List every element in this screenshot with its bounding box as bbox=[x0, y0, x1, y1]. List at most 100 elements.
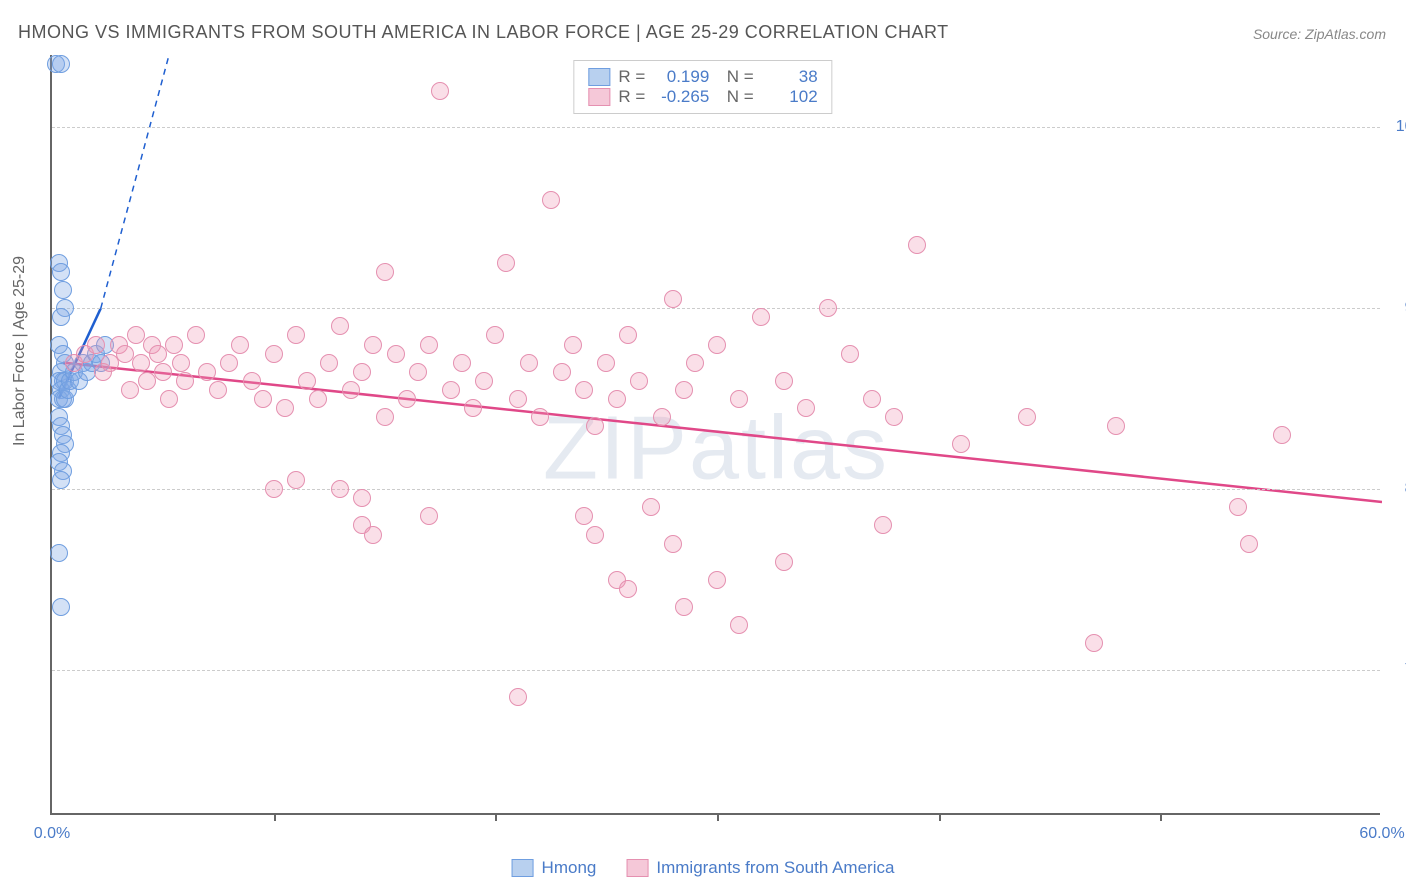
southamerica-swatch-icon bbox=[626, 859, 648, 877]
data-point bbox=[376, 408, 394, 426]
y-tick-label: 70.0% bbox=[1390, 661, 1406, 679]
legend-row-southamerica: R = -0.265 N = 102 bbox=[588, 87, 817, 107]
data-point bbox=[509, 390, 527, 408]
data-point bbox=[542, 191, 560, 209]
data-point bbox=[553, 363, 571, 381]
data-point bbox=[642, 498, 660, 516]
data-point bbox=[121, 381, 139, 399]
data-point bbox=[653, 408, 671, 426]
data-point bbox=[265, 480, 283, 498]
data-point bbox=[209, 381, 227, 399]
y-tick-label: 100.0% bbox=[1390, 118, 1406, 136]
data-point bbox=[353, 363, 371, 381]
data-point bbox=[497, 254, 515, 272]
data-point bbox=[952, 435, 970, 453]
x-minor-tick bbox=[495, 813, 497, 821]
gridline-h bbox=[52, 489, 1380, 490]
data-point bbox=[132, 354, 150, 372]
data-point bbox=[675, 381, 693, 399]
data-point bbox=[87, 336, 105, 354]
data-point bbox=[874, 516, 892, 534]
data-point bbox=[398, 390, 416, 408]
data-point bbox=[353, 489, 371, 507]
watermark-text: ZIPatlas bbox=[543, 398, 889, 501]
data-point bbox=[320, 354, 338, 372]
correlation-legend: R = 0.199 N = 38 R = -0.265 N = 102 bbox=[573, 60, 832, 114]
hmong-swatch-icon bbox=[512, 859, 534, 877]
southamerica-swatch-icon bbox=[588, 88, 610, 106]
data-point bbox=[331, 317, 349, 335]
data-point bbox=[52, 308, 70, 326]
data-point bbox=[52, 471, 70, 489]
gridline-h bbox=[52, 670, 1380, 671]
data-point bbox=[265, 345, 283, 363]
n-label: N = bbox=[717, 87, 753, 107]
data-point bbox=[187, 326, 205, 344]
data-point bbox=[160, 390, 178, 408]
data-point bbox=[287, 326, 305, 344]
data-point bbox=[597, 354, 615, 372]
data-point bbox=[586, 417, 604, 435]
data-point bbox=[220, 354, 238, 372]
data-point bbox=[908, 236, 926, 254]
x-minor-tick bbox=[717, 813, 719, 821]
x-minor-tick bbox=[939, 813, 941, 821]
data-point bbox=[176, 372, 194, 390]
data-point bbox=[331, 480, 349, 498]
x-minor-tick bbox=[1160, 813, 1162, 821]
legend-item-southamerica: Immigrants from South America bbox=[626, 858, 894, 878]
data-point bbox=[475, 372, 493, 390]
data-point bbox=[198, 363, 216, 381]
n-label: N = bbox=[717, 67, 753, 87]
gridline-h bbox=[52, 308, 1380, 309]
data-point bbox=[708, 336, 726, 354]
data-point bbox=[619, 326, 637, 344]
data-point bbox=[165, 336, 183, 354]
data-point bbox=[342, 381, 360, 399]
data-point bbox=[287, 471, 305, 489]
southamerica-n-value: 102 bbox=[762, 87, 818, 107]
data-point bbox=[885, 408, 903, 426]
data-point bbox=[730, 390, 748, 408]
r-label: R = bbox=[618, 87, 645, 107]
data-point bbox=[1229, 498, 1247, 516]
data-point bbox=[464, 399, 482, 417]
data-point bbox=[841, 345, 859, 363]
data-point bbox=[1085, 634, 1103, 652]
data-point bbox=[1107, 417, 1125, 435]
data-point bbox=[619, 580, 637, 598]
data-point bbox=[243, 372, 261, 390]
southamerica-r-value: -0.265 bbox=[653, 87, 709, 107]
plot-area: ZIPatlas 70.0%80.0%90.0%100.0%0.0%60.0% bbox=[50, 55, 1380, 815]
data-point bbox=[231, 336, 249, 354]
data-point bbox=[486, 326, 504, 344]
y-tick-label: 90.0% bbox=[1390, 299, 1406, 317]
data-point bbox=[52, 598, 70, 616]
hmong-r-value: 0.199 bbox=[653, 67, 709, 87]
data-point bbox=[752, 308, 770, 326]
x-tick-label: 0.0% bbox=[34, 825, 70, 843]
data-point bbox=[364, 526, 382, 544]
data-point bbox=[54, 281, 72, 299]
data-point bbox=[531, 408, 549, 426]
gridline-h bbox=[52, 127, 1380, 128]
trend-lines-layer bbox=[52, 55, 1382, 815]
data-point bbox=[575, 507, 593, 525]
chart-title: HMONG VS IMMIGRANTS FROM SOUTH AMERICA I… bbox=[18, 22, 949, 43]
data-point bbox=[863, 390, 881, 408]
data-point bbox=[409, 363, 427, 381]
hmong-swatch-icon bbox=[588, 68, 610, 86]
data-point bbox=[775, 372, 793, 390]
data-point bbox=[298, 372, 316, 390]
data-point bbox=[664, 535, 682, 553]
data-point bbox=[1273, 426, 1291, 444]
data-point bbox=[309, 390, 327, 408]
data-point bbox=[664, 290, 682, 308]
data-point bbox=[254, 390, 272, 408]
y-axis-label: In Labor Force | Age 25-29 bbox=[11, 256, 29, 446]
data-point bbox=[52, 55, 70, 73]
correlation-chart: HMONG VS IMMIGRANTS FROM SOUTH AMERICA I… bbox=[0, 0, 1406, 892]
data-point bbox=[50, 544, 68, 562]
data-point bbox=[1018, 408, 1036, 426]
source-attribution: Source: ZipAtlas.com bbox=[1253, 26, 1386, 42]
